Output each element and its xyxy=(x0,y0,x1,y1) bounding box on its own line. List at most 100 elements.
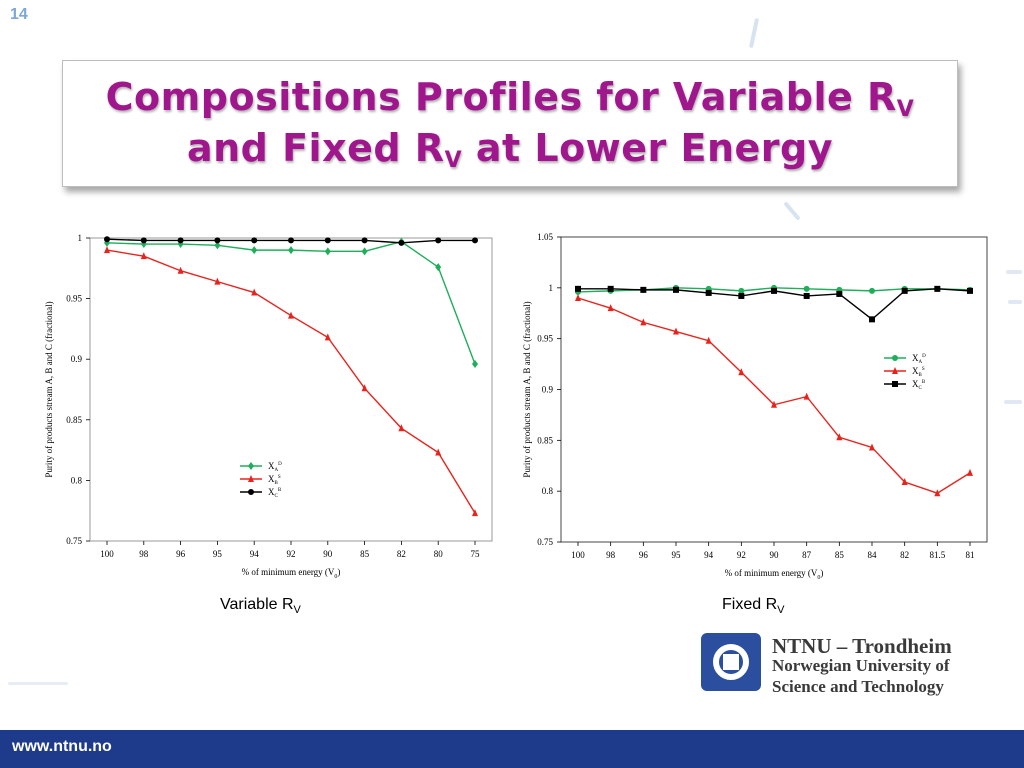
y-tick-label: 1 xyxy=(78,234,83,243)
data-point xyxy=(836,290,843,297)
legend-label: XBS xyxy=(268,474,281,486)
data-point xyxy=(771,287,777,294)
org-name-line2: Norwegian University of xyxy=(772,656,950,675)
org-name-line1: NTNU – Trondheim xyxy=(772,634,952,658)
legend-marker xyxy=(892,381,898,387)
decorative-dash xyxy=(1004,400,1022,404)
data-point xyxy=(214,277,221,285)
data-point xyxy=(435,237,442,244)
data-point xyxy=(803,285,810,292)
data-point xyxy=(177,237,184,244)
x-tick-label: 90 xyxy=(770,550,780,560)
data-point xyxy=(140,252,147,260)
page-title-line1: Compositions Profiles for Variable RV xyxy=(105,75,915,122)
x-tick-label: 92 xyxy=(737,550,746,560)
y-tick-label: 0.95 xyxy=(537,334,553,344)
data-point xyxy=(288,237,294,244)
data-point xyxy=(575,294,581,301)
legend-marker xyxy=(892,355,898,361)
data-point xyxy=(104,236,110,243)
x-tick-label: 90 xyxy=(323,549,333,559)
title-box: Compositions Profiles for Variable RV an… xyxy=(62,60,958,187)
data-point xyxy=(738,292,745,299)
footer-url[interactable]: www.ntnu.no xyxy=(12,738,112,755)
chart-fixed-rv: 0.75 0.8 0.85 0.9 0.95 1 1.05 100 98 96 95 94 92 90 87… xyxy=(522,232,988,580)
data-point xyxy=(803,392,810,400)
data-point xyxy=(836,433,843,441)
x-axis-label: % of minimum energy (V0) xyxy=(725,568,824,580)
legend-label: XBS xyxy=(912,366,925,378)
x-tick-label: 94 xyxy=(250,549,260,559)
data-point xyxy=(673,286,679,293)
logo-square-icon xyxy=(723,654,739,670)
x-axis-label: % of minimum energy (V0) xyxy=(242,567,341,580)
data-point xyxy=(901,478,908,486)
legend-marker xyxy=(892,367,898,374)
data-point xyxy=(104,246,110,254)
x-tick-label: 92 xyxy=(287,549,296,559)
org-name-line3: Science and Technology xyxy=(772,677,944,696)
y-tick-label: 0.85 xyxy=(66,415,82,425)
y-tick-label: 0.8 xyxy=(71,475,83,485)
data-point xyxy=(214,237,221,244)
data-point xyxy=(472,509,478,517)
x-tick-label: 82 xyxy=(900,550,909,560)
x-tick-label: 81 xyxy=(966,550,975,560)
data-point xyxy=(398,239,405,246)
data-point xyxy=(398,424,405,432)
legend-label: XCB xyxy=(268,487,282,499)
y-tick-label: 0.75 xyxy=(537,537,553,547)
y-tick-label: 1.05 xyxy=(537,232,553,242)
data-point xyxy=(288,311,294,319)
data-point xyxy=(771,400,777,408)
x-tick-label: 81.5 xyxy=(929,550,945,560)
data-point xyxy=(575,285,581,292)
data-point xyxy=(214,241,221,250)
legend-label: XAD xyxy=(912,353,926,365)
data-point xyxy=(472,360,478,369)
page-title-line2: and Fixed RV at Lower Energy xyxy=(186,126,834,173)
series-line xyxy=(106,249,476,514)
data-point xyxy=(324,247,331,256)
data-point xyxy=(177,240,184,249)
data-point xyxy=(640,318,647,326)
data-point xyxy=(361,247,368,256)
decorative-dash xyxy=(783,201,801,221)
caption-fixed-rv: Fixed RV xyxy=(722,596,785,617)
x-tick-label: 94 xyxy=(704,550,714,560)
x-tick-label: 95 xyxy=(672,550,682,560)
decorative-dash xyxy=(1006,270,1022,274)
series-line xyxy=(106,240,476,365)
data-point xyxy=(435,263,442,272)
data-point xyxy=(251,288,258,296)
slide-number: 14 xyxy=(10,6,28,23)
x-tick-label: 80 xyxy=(434,549,444,559)
legend-label: XCB xyxy=(912,379,926,391)
x-tick-label: 84 xyxy=(868,550,878,560)
data-point xyxy=(140,240,147,249)
x-tick-label: 100 xyxy=(571,550,585,560)
data-point xyxy=(640,286,647,293)
x-tick-label: 95 xyxy=(213,549,223,559)
data-point xyxy=(705,336,712,344)
data-point xyxy=(324,333,331,341)
data-point xyxy=(288,246,294,255)
data-point xyxy=(738,287,745,294)
data-point xyxy=(967,287,973,294)
x-tick-label: 82 xyxy=(397,549,406,559)
data-point xyxy=(738,368,745,376)
data-point xyxy=(869,287,875,294)
x-tick-label: 100 xyxy=(100,549,114,559)
data-point xyxy=(934,489,941,497)
ntnu-logo xyxy=(701,633,761,691)
data-point xyxy=(140,237,147,244)
data-point xyxy=(803,292,810,299)
x-tick-label: 85 xyxy=(360,549,370,559)
x-tick-label: 87 xyxy=(802,550,812,560)
data-point xyxy=(934,285,941,292)
data-point xyxy=(472,237,478,244)
y-tick-label: 0.85 xyxy=(537,435,553,445)
data-point xyxy=(869,443,875,451)
decorative-dash xyxy=(1008,300,1022,304)
legend-marker xyxy=(248,489,254,495)
